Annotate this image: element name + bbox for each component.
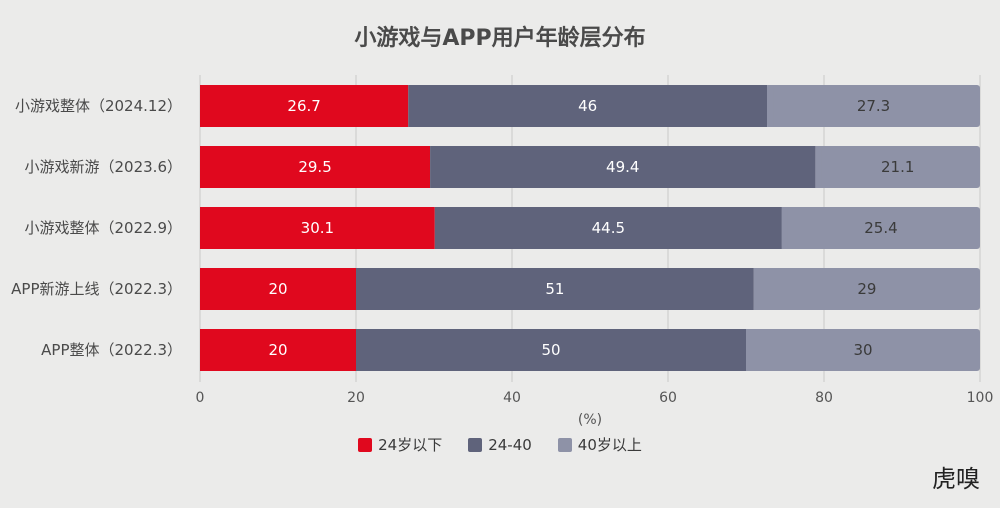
data-label: 27.3 [857,97,890,115]
bar-segment-edge [767,85,774,127]
bar-segment [200,329,356,371]
x-tick-label: 100 [967,390,994,406]
data-label: 20 [268,341,287,359]
data-label: 50 [541,341,560,359]
bar-segment [200,146,431,188]
bar-segment [434,207,782,249]
x-tick-label: 0 [196,390,205,406]
data-label: 51 [545,280,564,298]
x-tick-label: 60 [659,390,677,406]
bar-segment-edge [815,146,822,188]
data-label: 30.1 [301,219,334,237]
bar-segment [815,146,980,188]
x-tick-label: 20 [347,390,365,406]
data-label: 29.5 [298,158,331,176]
stacked-bar-chart: 26.7 46 27.3 29.5 49.4 21.1 30.1 44.5 25.4 20 51 29… [11,75,994,428]
x-tick-label: 80 [815,390,833,406]
data-label: 46 [578,97,597,115]
legend-swatch [468,437,483,452]
legend: 24岁以下 24-40 40岁以上 [0,434,1000,455]
category-label: APP新游上线（2022.3） [11,280,182,298]
legend-swatch [557,437,572,452]
category-label: APP整体（2022.3） [41,341,182,359]
bar-segment [746,329,980,371]
bar-segment-edge [781,207,788,249]
legend-label: 24岁以下 [378,436,443,454]
x-axis-label: (%) [578,412,602,428]
data-label: 26.7 [287,97,320,115]
bar-segment-edge [746,329,752,371]
data-label: 30 [853,341,872,359]
legend-item: 24-40 [468,434,532,455]
data-label: 49.4 [606,158,639,176]
bar-segment [430,146,816,188]
bar-segment-edge [753,268,760,310]
category-label: 小游戏整体（2024.12） [15,97,182,115]
legend-label: 40岁以上 [577,436,642,454]
category-label: 小游戏新游（2023.6） [25,158,183,176]
watermark-logo: 虎嗅 [932,465,980,493]
data-label: 21.1 [881,158,914,176]
bar-segment [767,85,980,127]
x-tick-label: 40 [503,390,521,406]
bar-segment [200,207,435,249]
category-label: 小游戏整体（2022.9） [25,219,183,237]
bar-segment [781,207,980,249]
category-labels: 小游戏整体（2024.12） 小游戏新游（2023.6） 小游戏整体（2022.9）… [11,97,182,359]
x-axis-ticks: 0 20 40 60 80 100 [196,390,994,406]
bar-segment [356,268,754,310]
bar-segment [753,268,980,310]
data-label: 44.5 [592,219,625,237]
data-label: 20 [268,280,287,298]
bar-segment [200,268,356,310]
legend-item: 24岁以下 [358,434,442,455]
legend-item: 40岁以上 [557,434,642,455]
legend-swatch [358,437,373,452]
bar-segment [408,85,768,127]
bars: 26.7 46 27.3 29.5 49.4 21.1 30.1 44.5 25.4 20 51 29… [200,85,980,371]
data-label: 29 [857,280,876,298]
bar-segment [200,85,409,127]
data-label: 25.4 [864,219,897,237]
chart-title: 小游戏与APP用户年龄层分布 [354,26,646,51]
legend-label: 24-40 [488,435,532,454]
bar-segment [356,329,746,371]
